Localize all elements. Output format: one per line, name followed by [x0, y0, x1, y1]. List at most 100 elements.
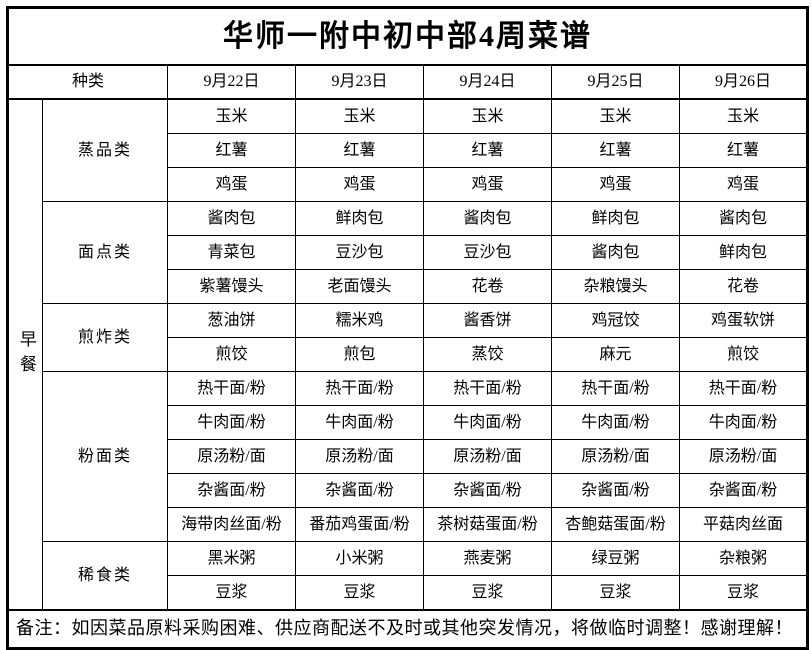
menu-item-cell: 杂酱面/粉	[295, 473, 424, 508]
menu-row: 海带肉丝面/粉 番茄鸡蛋面/粉 茶树菇蛋面/粉 杏鲍菇蛋面/粉 平菇肉丝面	[8, 507, 809, 542]
menu-item-cell: 麻元	[551, 337, 680, 372]
menu-item-cell: 原汤粉/面	[295, 439, 424, 474]
menu-item-cell: 花卷	[678, 269, 809, 304]
menu-item-cell: 原汤粉/面	[551, 439, 680, 474]
menu-row: 牛肉面/粉 牛肉面/粉 牛肉面/粉 牛肉面/粉 牛肉面/粉	[8, 405, 809, 440]
header-row: 种类 9月22日 9月23日 9月24日 9月25日 9月26日	[7, 64, 809, 100]
menu-item-cell: 鲜肉包	[551, 201, 680, 236]
menu-item-cell: 杂酱面/粉	[167, 473, 296, 508]
menu-row: 紫薯馒头 老面馒头 花卷 杂粮馒头 花卷	[8, 269, 809, 304]
header-date-4: 9月25日	[551, 64, 680, 100]
note-text: 备注：如因菜品原料采购困难、供应商配送不及时或其他突发情况，将做临时调整！感谢理…	[6, 609, 809, 649]
menu-item-cell: 豆浆	[678, 575, 809, 611]
menu-item-cell: 鸡蛋	[167, 167, 296, 202]
menu-item-cell: 玉米	[167, 98, 296, 134]
menu-row: 煎饺 煎包 蒸饺 麻元 煎饺	[8, 337, 809, 372]
menu-item-cell: 番茄鸡蛋面/粉	[295, 507, 424, 542]
category-label-3: 粉面类	[42, 371, 168, 542]
menu-row: 豆浆 豆浆 豆浆 豆浆 豆浆	[8, 575, 809, 611]
menu-item-cell: 老面馒头	[295, 269, 424, 304]
menu-item-cell: 红薯	[678, 133, 809, 168]
menu-item-cell: 酱肉包	[167, 201, 296, 236]
menu-item-cell: 鸡蛋	[551, 167, 680, 202]
menu-item-cell: 原汤粉/面	[678, 439, 809, 474]
menu-item-cell: 酱香饼	[423, 303, 552, 338]
category-label-0: 蒸品类	[42, 98, 168, 202]
menu-item-cell: 绿豆粥	[551, 541, 680, 576]
menu-row: 粉面类 热干面/粉 热干面/粉 热干面/粉 热干面/粉 热干面/粉	[8, 371, 809, 542]
menu-item-cell: 鸡蛋软饼	[678, 303, 809, 338]
menu-row: 煎炸类 葱油饼 糯米鸡 酱香饼 鸡冠饺 鸡蛋软饼	[8, 303, 809, 372]
menu-item-cell: 豆沙包	[423, 235, 552, 270]
menu-item-cell: 原汤粉/面	[423, 439, 552, 474]
menu-item-cell: 红薯	[167, 133, 296, 168]
menu-item-cell: 鸡冠饺	[551, 303, 680, 338]
menu-item-cell: 杂酱面/粉	[678, 473, 809, 508]
menu-item-cell: 葱油饼	[167, 303, 296, 338]
menu-item-cell: 热干面/粉	[167, 371, 296, 406]
menu-item-cell: 燕麦粥	[423, 541, 552, 576]
menu-item-cell: 紫薯馒头	[167, 269, 296, 304]
menu-item-cell: 杂粮粥	[678, 541, 809, 576]
menu-item-cell: 杂酱面/粉	[423, 473, 552, 508]
menu-item-cell: 杂酱面/粉	[551, 473, 680, 508]
menu-item-cell: 酱肉包	[551, 235, 680, 270]
menu-body: 早餐 蒸品类 玉米 玉米 玉米 玉米 玉米 红薯 红薯 红薯 红薯 红薯 鸡蛋 鸡蛋 鸡蛋 鸡蛋 鸡蛋 面点类 酱肉…	[7, 98, 809, 611]
header-date-3: 9月24日	[423, 64, 552, 100]
menu-item-cell: 蒸饺	[423, 337, 552, 372]
menu-item-cell: 鸡蛋	[295, 167, 424, 202]
header-date-1: 9月22日	[167, 64, 296, 100]
menu-item-cell: 热干面/粉	[423, 371, 552, 406]
header-date-5: 9月26日	[678, 64, 809, 100]
menu-item-cell: 热干面/粉	[678, 371, 809, 406]
menu-item-cell: 煎包	[295, 337, 424, 372]
menu-item-cell: 鲜肉包	[678, 235, 809, 270]
menu-item-cell: 鸡蛋	[678, 167, 809, 202]
category-label-4: 稀食类	[42, 541, 168, 611]
menu-item-cell: 海带肉丝面/粉	[167, 507, 296, 542]
page-title: 华师一附中初中部4周菜谱	[6, 7, 809, 66]
menu-item-cell: 玉米	[678, 98, 809, 134]
menu-item-cell: 鸡蛋	[423, 167, 552, 202]
menu-item-cell: 热干面/粉	[551, 371, 680, 406]
menu-item-cell: 小米粥	[295, 541, 424, 576]
menu-row: 稀食类 黑米粥 小米粥 燕麦粥 绿豆粥 杂粮粥	[8, 541, 809, 611]
menu-item-cell: 花卷	[423, 269, 552, 304]
menu-item-cell: 玉米	[551, 98, 680, 134]
menu-item-cell: 糯米鸡	[295, 303, 424, 338]
menu-row: 早餐 蒸品类 玉米 玉米 玉米 玉米 玉米	[7, 98, 809, 611]
menu-item-cell: 豆浆	[167, 575, 296, 611]
menu-item-cell: 玉米	[423, 98, 552, 134]
menu-item-cell: 茶树菇蛋面/粉	[423, 507, 552, 542]
category-label-2: 煎炸类	[42, 303, 168, 372]
menu-table: 华师一附中初中部4周菜谱 种类 9月22日 9月23日 9月24日 9月25日 …	[6, 6, 810, 650]
menu-item-cell: 红薯	[295, 133, 424, 168]
category-label-1: 面点类	[42, 201, 168, 304]
menu-item-cell: 豆浆	[295, 575, 424, 611]
title-row: 华师一附中初中部4周菜谱	[6, 7, 809, 66]
menu-item-cell: 酱肉包	[423, 201, 552, 236]
menu-item-cell: 红薯	[551, 133, 680, 168]
menu-row: 面点类 酱肉包 鲜肉包 酱肉包 鲜肉包 酱肉包	[8, 201, 809, 304]
menu-item-cell: 豆沙包	[295, 235, 424, 270]
menu-item-cell: 玉米	[295, 98, 424, 134]
menu-row: 青菜包 豆沙包 豆沙包 酱肉包 鲜肉包	[8, 235, 809, 270]
menu-item-cell: 酱肉包	[678, 201, 809, 236]
menu-item-cell: 黑米粥	[167, 541, 296, 576]
menu-item-cell: 原汤粉/面	[167, 439, 296, 474]
menu-item-cell: 热干面/粉	[295, 371, 424, 406]
menu-item-cell: 鲜肉包	[295, 201, 424, 236]
menu-row: 红薯 红薯 红薯 红薯 红薯	[8, 133, 809, 168]
menu-row: 鸡蛋 鸡蛋 鸡蛋 鸡蛋 鸡蛋	[8, 167, 809, 202]
menu-page: 华师一附中初中部4周菜谱 种类 9月22日 9月23日 9月24日 9月25日 …	[6, 6, 810, 650]
note-row: 备注：如因菜品原料采购困难、供应商配送不及时或其他突发情况，将做临时调整！感谢理…	[6, 609, 809, 649]
menu-item-cell: 牛肉面/粉	[551, 405, 680, 440]
menu-item-cell: 青菜包	[167, 235, 296, 270]
menu-item-cell: 杂粮馒头	[551, 269, 680, 304]
menu-item-cell: 豆浆	[423, 575, 552, 611]
meal-label-breakfast: 早餐	[7, 98, 43, 611]
menu-item-cell: 牛肉面/粉	[167, 405, 296, 440]
header-date-2: 9月23日	[295, 64, 424, 100]
menu-item-cell: 煎饺	[678, 337, 809, 372]
menu-item-cell: 平菇肉丝面	[678, 507, 809, 542]
